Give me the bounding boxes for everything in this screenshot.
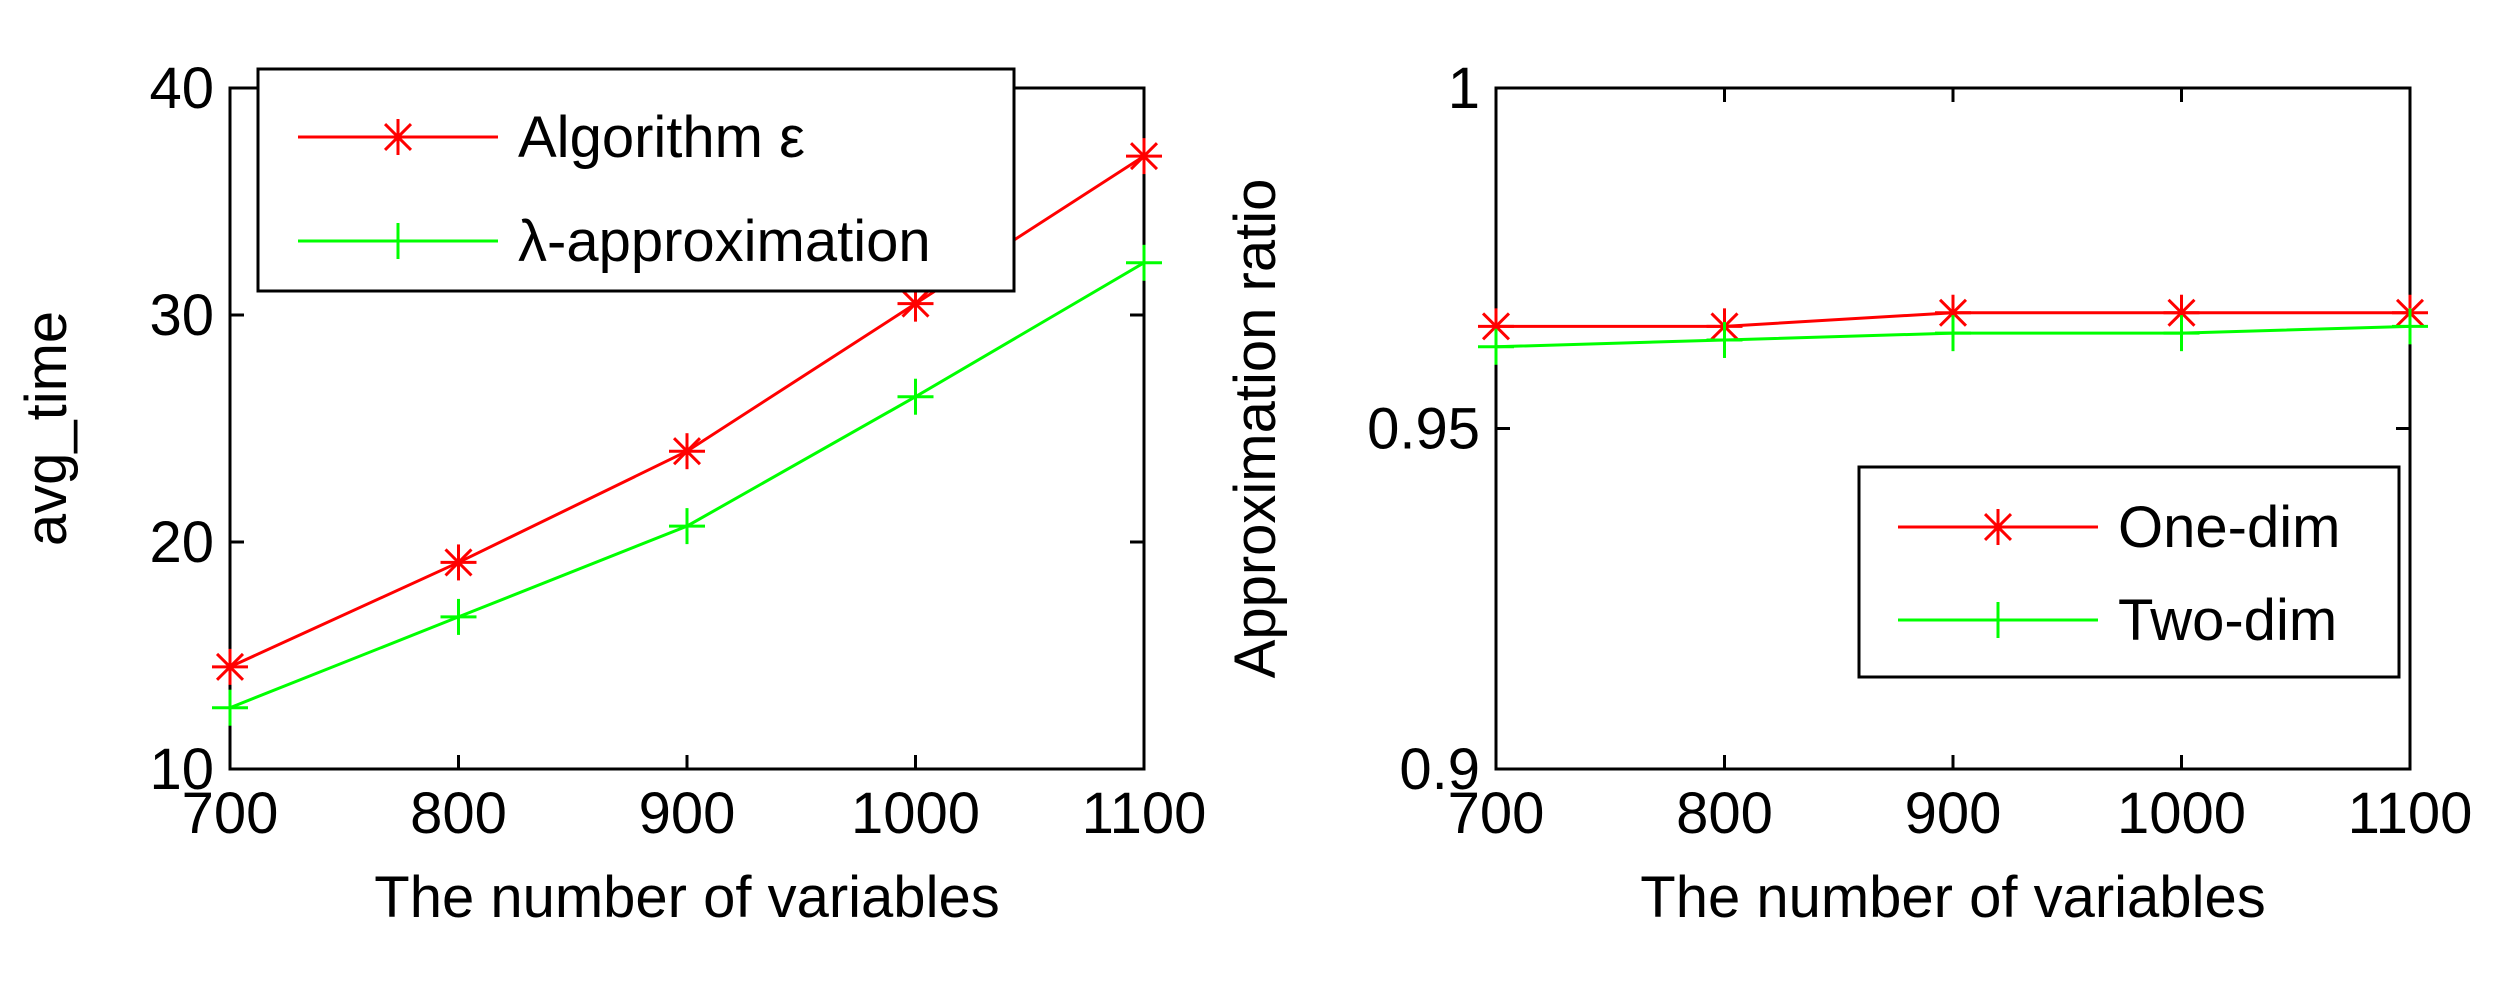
x-axis-title: The number of variables — [1640, 865, 2265, 930]
x-tick-label: 1100 — [2348, 781, 2473, 846]
data-point — [212, 648, 248, 685]
x-tick-label: 900 — [1905, 781, 2002, 846]
x-tick-label: 700 — [182, 781, 279, 846]
y-tick-label: 0.95 — [1367, 397, 1480, 462]
x-tick-label: 1100 — [1082, 781, 1207, 846]
data-point — [2392, 308, 2428, 345]
legend: One-dim Two-dim — [1857, 465, 2401, 679]
y-tick-label: 0.9 — [1399, 737, 1480, 802]
x-tick-label: 800 — [1676, 781, 1773, 846]
data-point — [1706, 321, 1743, 358]
data-point — [1478, 328, 1514, 365]
x-tick-label: 1000 — [2117, 781, 2246, 846]
x-tick-label: 1000 — [851, 781, 980, 846]
data-point — [440, 598, 477, 635]
data-point — [212, 689, 248, 726]
legend-label: Two-dim — [2118, 588, 2337, 653]
data-point — [1478, 308, 1514, 345]
legend-marker — [380, 119, 416, 155]
chart-2: 700 800 900 1000 1100 0.9 0.95 1 The number of v… — [1223, 56, 2472, 930]
y-tick-label: 10 — [149, 737, 214, 802]
y-axis-title: Approximation ratio — [1223, 179, 1288, 679]
y-tick-label: 1 — [1448, 56, 1480, 121]
y-tick-label: 20 — [149, 510, 214, 575]
legend-box — [256, 67, 1016, 293]
data-point — [1126, 244, 1162, 281]
legend-label: One-dim — [2118, 495, 2340, 560]
data-point — [440, 544, 477, 581]
data-point — [669, 508, 705, 545]
data-point — [669, 433, 705, 470]
data-point — [1126, 138, 1162, 175]
x-axis-title: The number of variables — [374, 865, 999, 930]
legend-label: Algorithm ε — [518, 105, 805, 170]
data-point — [2163, 294, 2200, 331]
y-axis-title: avg_time — [14, 311, 79, 546]
x-tick-label: 800 — [410, 781, 507, 846]
legend-label: λ-approximation — [518, 209, 931, 274]
legend-marker — [1980, 509, 2016, 545]
legend: Algorithm ε λ-approximation — [256, 67, 1016, 293]
data-point — [1935, 315, 1971, 352]
x-tick-label: 900 — [639, 781, 736, 846]
legend-marker — [1980, 602, 2016, 638]
legend-box — [1857, 465, 2401, 679]
y-tick-label: 30 — [149, 283, 214, 348]
legend-marker — [380, 223, 416, 259]
chart-1: 700 800 900 1000 1100 10 20 30 40 The number of v… — [14, 56, 1206, 930]
y-tick-label: 40 — [149, 56, 214, 121]
x-tick-label: 700 — [1448, 781, 1545, 846]
data-point — [2163, 315, 2200, 352]
data-point — [897, 378, 934, 415]
